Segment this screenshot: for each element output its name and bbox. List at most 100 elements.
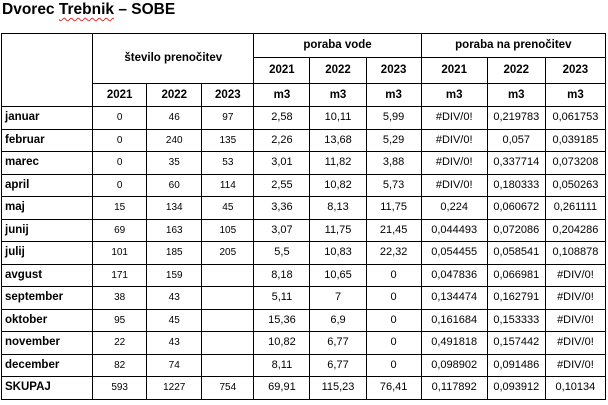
table-body: januar 0 46 97 2,58 10,11 5,99 #DIV/0! 0,219783 0… bbox=[0, 106, 607, 400]
header-unit: m3 bbox=[544, 83, 607, 107]
nights-cell: 114 bbox=[201, 173, 255, 197]
row-label: oktober bbox=[0, 308, 94, 332]
nights-cell bbox=[201, 331, 255, 355]
row-label: julij bbox=[0, 241, 94, 265]
title-part-1: Dvorec bbox=[2, 1, 59, 18]
water-cell: 2,26 bbox=[253, 128, 311, 152]
nights-cell: 205 bbox=[201, 241, 255, 265]
row-label: SKUPAJ bbox=[0, 376, 94, 400]
table-row: december 82 74 8,11 6,77 0 0,098902 0,091486 #DI… bbox=[0, 353, 607, 377]
table-row: april 0 60 114 2,55 10,82 5,73 #DIV/0! 0,180333 0… bbox=[0, 173, 607, 197]
nights-cell: 240 bbox=[146, 128, 203, 152]
header-water-year: 2021 bbox=[253, 57, 311, 84]
per-night-cell: 0,039185 bbox=[544, 128, 607, 152]
per-night-cell: 0,060672 bbox=[486, 196, 546, 220]
header-unit: m3 bbox=[420, 83, 488, 107]
per-night-cell: 0,117892 bbox=[420, 376, 488, 400]
nights-cell: 15 bbox=[92, 196, 148, 220]
per-night-cell: 0,10134 bbox=[544, 376, 607, 400]
table-row: oktober 95 45 15,36 6,9 0 0,161684 0,153333 #DIV… bbox=[0, 308, 607, 332]
nights-cell: 45 bbox=[146, 308, 203, 332]
per-night-cell: 0,091486 bbox=[486, 353, 546, 377]
per-night-cell: 0,108878 bbox=[544, 241, 607, 265]
nights-cell: 43 bbox=[146, 286, 203, 310]
table-row: januar 0 46 97 2,58 10,11 5,99 #DIV/0! 0,219783 0… bbox=[0, 106, 607, 130]
row-label: november bbox=[0, 331, 94, 355]
nights-cell bbox=[201, 286, 255, 310]
nights-cell: 45 bbox=[201, 196, 255, 220]
header-row-units: 2021 2022 2023 m3 m3 m3 m3 m3 m3 bbox=[2, 83, 607, 107]
header-nights-group: število prenočitev bbox=[92, 33, 255, 84]
water-cell: 10,82 bbox=[253, 331, 311, 355]
nights-cell: 74 bbox=[146, 353, 203, 377]
nights-cell: 43 bbox=[146, 331, 203, 355]
row-label: december bbox=[0, 353, 94, 377]
per-night-cell: 0,491818 bbox=[420, 331, 488, 355]
per-night-cell: #DIV/0! bbox=[544, 331, 607, 355]
row-label: maj bbox=[0, 196, 94, 220]
header-water-group: poraba vode bbox=[253, 33, 422, 58]
per-night-cell: #DIV/0! bbox=[420, 151, 488, 175]
per-night-cell: 0,057 bbox=[486, 128, 546, 152]
water-cell: 8,18 bbox=[253, 263, 311, 287]
nights-cell: 0 bbox=[92, 106, 148, 130]
water-cell: 5,29 bbox=[365, 128, 422, 152]
water-cell: 0 bbox=[365, 331, 422, 355]
nights-cell bbox=[201, 353, 255, 377]
header-unit: m3 bbox=[253, 83, 311, 107]
table-row: november 22 43 10,82 6,77 0 0,491818 0,157442 #D… bbox=[0, 331, 607, 355]
nights-cell: 53 bbox=[201, 151, 255, 175]
water-cell: 3,07 bbox=[253, 218, 311, 242]
per-night-cell: 0,224 bbox=[420, 196, 488, 220]
water-cell: 0 bbox=[365, 308, 422, 332]
water-cell: 6,9 bbox=[309, 308, 367, 332]
nights-cell: 38 bbox=[92, 286, 148, 310]
water-cell: 76,41 bbox=[365, 376, 422, 400]
row-label: januar bbox=[0, 106, 94, 130]
water-cell: 10,82 bbox=[309, 173, 367, 197]
per-night-cell: 0,134474 bbox=[420, 286, 488, 310]
water-cell: 22,32 bbox=[365, 241, 422, 265]
nights-cell: 593 bbox=[92, 376, 148, 400]
water-cell: 11,75 bbox=[365, 196, 422, 220]
nights-cell: 101 bbox=[92, 241, 148, 265]
table-row: februar 0 240 135 2,26 13,68 5,29 #DIV/0! 0,057 0… bbox=[0, 128, 607, 152]
water-cell: 11,75 bbox=[309, 218, 367, 242]
water-cell: 6,77 bbox=[309, 331, 367, 355]
per-night-cell: 0,180333 bbox=[486, 173, 546, 197]
per-night-cell: 0,058541 bbox=[486, 241, 546, 265]
water-cell: 69,91 bbox=[253, 376, 311, 400]
header-nights-year: 2023 bbox=[201, 83, 255, 107]
per-night-cell: 0,161684 bbox=[420, 308, 488, 332]
per-night-cell: 0,337714 bbox=[486, 151, 546, 175]
header-per-night-year: 2021 bbox=[420, 57, 488, 84]
water-usage-table: število prenočitev poraba vode poraba na… bbox=[0, 33, 607, 400]
per-night-cell: #DIV/0! bbox=[544, 308, 607, 332]
water-cell: 3,36 bbox=[253, 196, 311, 220]
water-cell: 3,01 bbox=[253, 151, 311, 175]
per-night-cell: 0,219783 bbox=[486, 106, 546, 130]
table-row: junij 69 163 105 3,07 11,75 21,45 0,044493 0,072… bbox=[0, 218, 607, 242]
nights-cell: 185 bbox=[146, 241, 203, 265]
nights-cell: 82 bbox=[92, 353, 148, 377]
header-nights-year: 2022 bbox=[146, 83, 203, 107]
table-row: avgust 171 159 8,18 10,65 0 0,047836 0,066981 #D… bbox=[0, 263, 607, 287]
header-per-night-year: 2023 bbox=[544, 57, 607, 84]
per-night-cell: 0,050263 bbox=[544, 173, 607, 197]
water-cell: 0 bbox=[365, 263, 422, 287]
water-cell: 6,77 bbox=[309, 353, 367, 377]
nights-cell: 159 bbox=[146, 263, 203, 287]
nights-cell: 163 bbox=[146, 218, 203, 242]
row-label: avgust bbox=[0, 263, 94, 287]
water-cell: 2,55 bbox=[253, 173, 311, 197]
header-unit: m3 bbox=[486, 83, 546, 107]
row-label: september bbox=[0, 286, 94, 310]
water-cell: 13,68 bbox=[309, 128, 367, 152]
per-night-cell: 0,054455 bbox=[420, 241, 488, 265]
per-night-cell: 0,061753 bbox=[544, 106, 607, 130]
per-night-cell: #DIV/0! bbox=[544, 263, 607, 287]
nights-cell: 69 bbox=[92, 218, 148, 242]
nights-cell: 105 bbox=[201, 218, 255, 242]
nights-cell: 97 bbox=[201, 106, 255, 130]
water-cell: 10,65 bbox=[309, 263, 367, 287]
